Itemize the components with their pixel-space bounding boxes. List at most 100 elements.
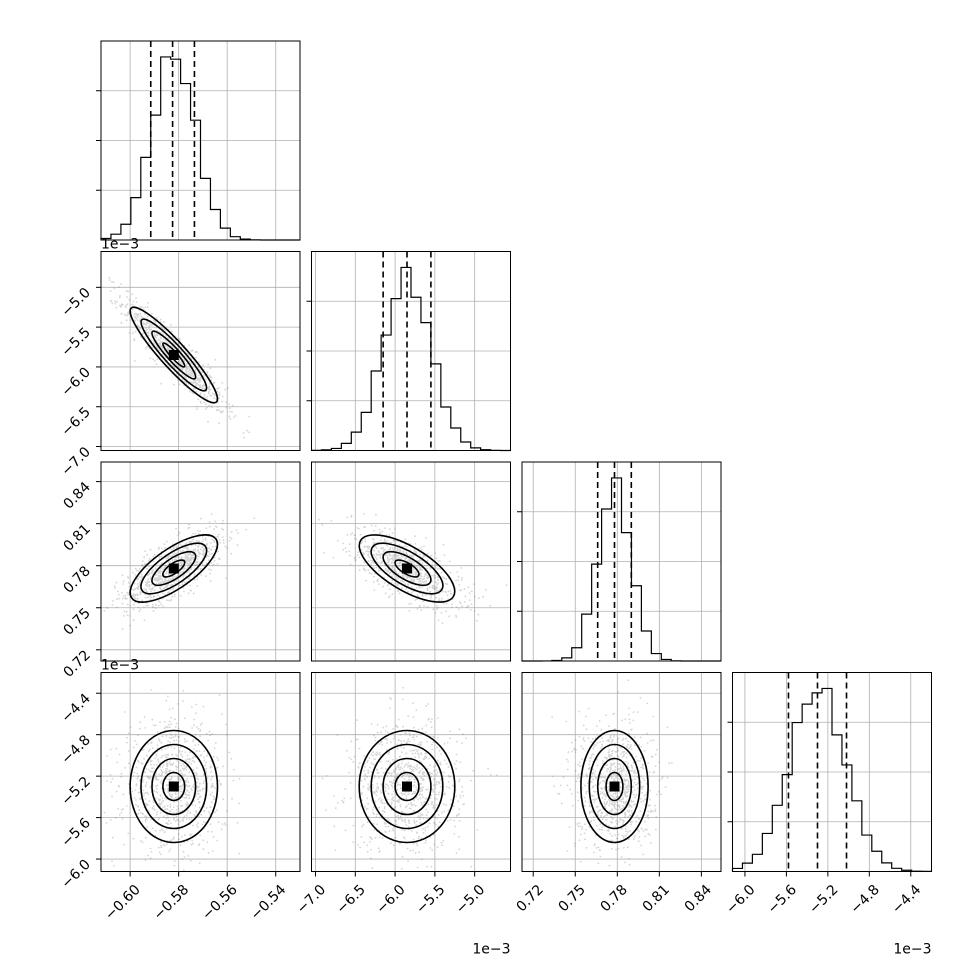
scatter-point <box>431 800 433 803</box>
scatter-point <box>394 820 397 822</box>
hist-panel-3 <box>727 672 933 873</box>
scatter-point <box>208 811 210 813</box>
scatter-point <box>346 516 349 519</box>
scatter-point <box>412 716 415 718</box>
scatter-point <box>145 581 148 584</box>
scatter-point <box>336 802 339 804</box>
scatter-point <box>146 315 149 318</box>
scatter-point <box>144 550 146 552</box>
scatter-point <box>380 731 382 734</box>
scatter-point <box>168 580 171 582</box>
scatter-point <box>448 560 451 563</box>
scatter-point <box>137 588 140 591</box>
scatter-point <box>405 763 408 766</box>
scatter-point <box>192 557 195 560</box>
scatter-point <box>416 578 418 581</box>
scatter-point <box>185 369 187 372</box>
scatter-point <box>608 824 611 827</box>
scatter-point <box>201 540 203 543</box>
scatter-point <box>370 848 372 851</box>
scatter-point <box>181 750 184 753</box>
scatter-point <box>424 573 427 576</box>
scatter-point <box>416 765 419 768</box>
scatter-point <box>473 596 476 598</box>
scatter-point <box>156 731 159 733</box>
scatter-point <box>360 779 363 782</box>
scatter-point <box>179 566 182 568</box>
scatter-point <box>190 789 193 792</box>
scatter-point <box>127 290 129 293</box>
scatter-point <box>175 768 178 771</box>
scatter-point <box>180 799 182 802</box>
scatter-point <box>181 858 184 861</box>
scatter-point <box>214 394 217 397</box>
scatter-point <box>586 782 589 785</box>
scatter-point <box>209 806 212 808</box>
scatter-point <box>368 545 371 548</box>
scatter-point <box>183 380 186 383</box>
scatter-point <box>187 803 190 805</box>
scatter-point <box>391 547 394 549</box>
scatter-point <box>437 781 440 783</box>
scatter-point <box>170 583 173 586</box>
scatter-point <box>368 556 371 559</box>
scatter-point <box>623 811 626 814</box>
scatter-point <box>191 554 194 557</box>
scatter-point <box>374 800 377 803</box>
scatter-point <box>208 730 211 733</box>
scatter-point <box>463 601 466 603</box>
scatter-point <box>421 779 424 782</box>
scatter-point <box>183 375 186 377</box>
scatter-point <box>400 762 403 765</box>
scatter-point <box>388 563 391 566</box>
scatter-point <box>458 835 460 838</box>
scatter-point <box>189 374 192 376</box>
scatter-point <box>194 362 197 365</box>
scatter-point <box>378 816 381 819</box>
scatter-point <box>145 781 148 784</box>
scatter-point <box>137 587 139 590</box>
scatter-point <box>179 560 182 563</box>
scatter-point <box>574 844 576 847</box>
scatter-point <box>391 758 394 761</box>
scatter-point <box>167 348 170 350</box>
scatter-point <box>384 788 387 790</box>
scatter-point <box>399 817 402 819</box>
scatter-point <box>423 564 426 567</box>
scatter-point <box>186 352 189 355</box>
scatter-point <box>155 577 158 580</box>
scatter-point <box>639 696 642 699</box>
scatter-point <box>199 393 202 396</box>
scatter-point <box>196 726 198 728</box>
scatter-point <box>395 823 398 826</box>
scatter-point <box>418 606 421 609</box>
scatter-point <box>161 346 164 349</box>
scatter-point <box>421 804 423 806</box>
scatter-point <box>443 577 446 580</box>
scatter-point <box>117 807 120 810</box>
scatter-point <box>358 569 361 572</box>
scatter-point <box>435 769 438 771</box>
scatter-point <box>430 866 433 868</box>
scatter-point <box>188 560 191 563</box>
scatter-point <box>390 798 393 801</box>
scatter-point <box>159 318 162 321</box>
scatter-point <box>218 392 221 394</box>
scatter-point <box>202 375 205 378</box>
scatter-point <box>163 831 166 833</box>
scatter-point <box>222 519 225 522</box>
scatter-point <box>171 588 174 591</box>
scatter-point <box>175 552 178 555</box>
scatter-point <box>484 588 487 591</box>
scatter-point <box>209 376 212 378</box>
hist-step-0 <box>100 56 300 241</box>
scatter-point <box>194 550 197 553</box>
scatter-point <box>144 313 146 316</box>
scatter-point <box>373 549 376 552</box>
scatter-point <box>188 572 191 574</box>
scatter-point <box>385 760 388 763</box>
scatter-point <box>208 404 211 407</box>
scatter-point <box>346 534 349 536</box>
scatter-point <box>160 382 163 385</box>
scatter-point <box>126 741 128 744</box>
